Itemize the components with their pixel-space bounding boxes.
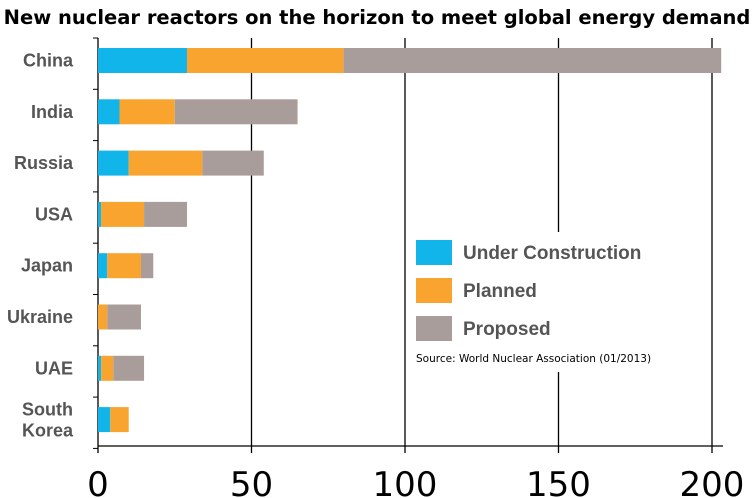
legend-label-planned: Planned bbox=[463, 281, 537, 302]
bar-china-planned bbox=[187, 48, 344, 73]
legend-background bbox=[408, 232, 704, 372]
bar-russia-proposed bbox=[202, 150, 264, 176]
bar-ukraine-planned bbox=[98, 304, 108, 330]
chart-title: New nuclear reactors on the horizon to m… bbox=[4, 6, 751, 29]
x-tick-label-0: 0 bbox=[87, 465, 109, 498]
legend-swatch-proposed bbox=[416, 316, 452, 341]
x-tick-label-150: 150 bbox=[526, 465, 591, 498]
bar-india-under-construction bbox=[98, 99, 120, 125]
bar-usa-proposed bbox=[144, 201, 188, 227]
legend-label-proposed: Proposed bbox=[463, 319, 551, 340]
bar-japan-proposed bbox=[140, 253, 154, 279]
bar-china-proposed bbox=[343, 48, 722, 73]
x-tick-labels: 0 50 100 150 200 bbox=[87, 465, 744, 498]
bars-group bbox=[98, 48, 722, 433]
category-label-russia: Russia bbox=[14, 153, 74, 173]
legend-label-under-construction: Under Construction bbox=[463, 243, 641, 264]
bar-russia-under-construction bbox=[98, 150, 129, 176]
category-label-uae: UAE bbox=[35, 358, 73, 378]
bar-uae-proposed bbox=[113, 355, 145, 381]
legend-swatch-planned bbox=[416, 278, 452, 303]
bar-russia-planned bbox=[128, 150, 203, 176]
category-label-china: China bbox=[23, 51, 74, 71]
x-tick-label-100: 100 bbox=[373, 465, 438, 498]
x-tick-label-50: 50 bbox=[230, 465, 273, 498]
bar-ukraine-proposed bbox=[107, 304, 141, 330]
bar-uae-under-construction bbox=[98, 355, 102, 381]
bar-india-planned bbox=[119, 99, 175, 125]
x-tick-label-200: 200 bbox=[680, 465, 745, 498]
category-label-ukraine: Ukraine bbox=[7, 307, 73, 327]
bar-south-korea-planned bbox=[110, 407, 129, 433]
x-axis bbox=[93, 37, 723, 453]
bar-south-korea-under-construction bbox=[98, 407, 111, 433]
bar-china-under-construction bbox=[98, 48, 188, 73]
bar-india-proposed bbox=[174, 99, 298, 125]
legend-swatch-under-construction bbox=[416, 240, 452, 265]
bar-japan-planned bbox=[107, 253, 141, 279]
source-note: Source: World Nuclear Association (01/20… bbox=[416, 353, 651, 365]
bar-usa-planned bbox=[101, 201, 145, 227]
category-label-south-korea: South Korea bbox=[22, 400, 74, 441]
bar-japan-under-construction bbox=[98, 253, 108, 279]
category-label-india: India bbox=[31, 102, 74, 122]
legend: Under Construction Planned Proposed Source… bbox=[408, 232, 704, 372]
bar-usa-under-construction bbox=[98, 201, 102, 227]
category-labels: China India Russia USA Japan Ukraine UAE South K… bbox=[7, 51, 74, 441]
bar-uae-planned bbox=[101, 355, 114, 381]
category-label-japan: Japan bbox=[21, 256, 73, 276]
category-label-usa: USA bbox=[35, 204, 73, 224]
